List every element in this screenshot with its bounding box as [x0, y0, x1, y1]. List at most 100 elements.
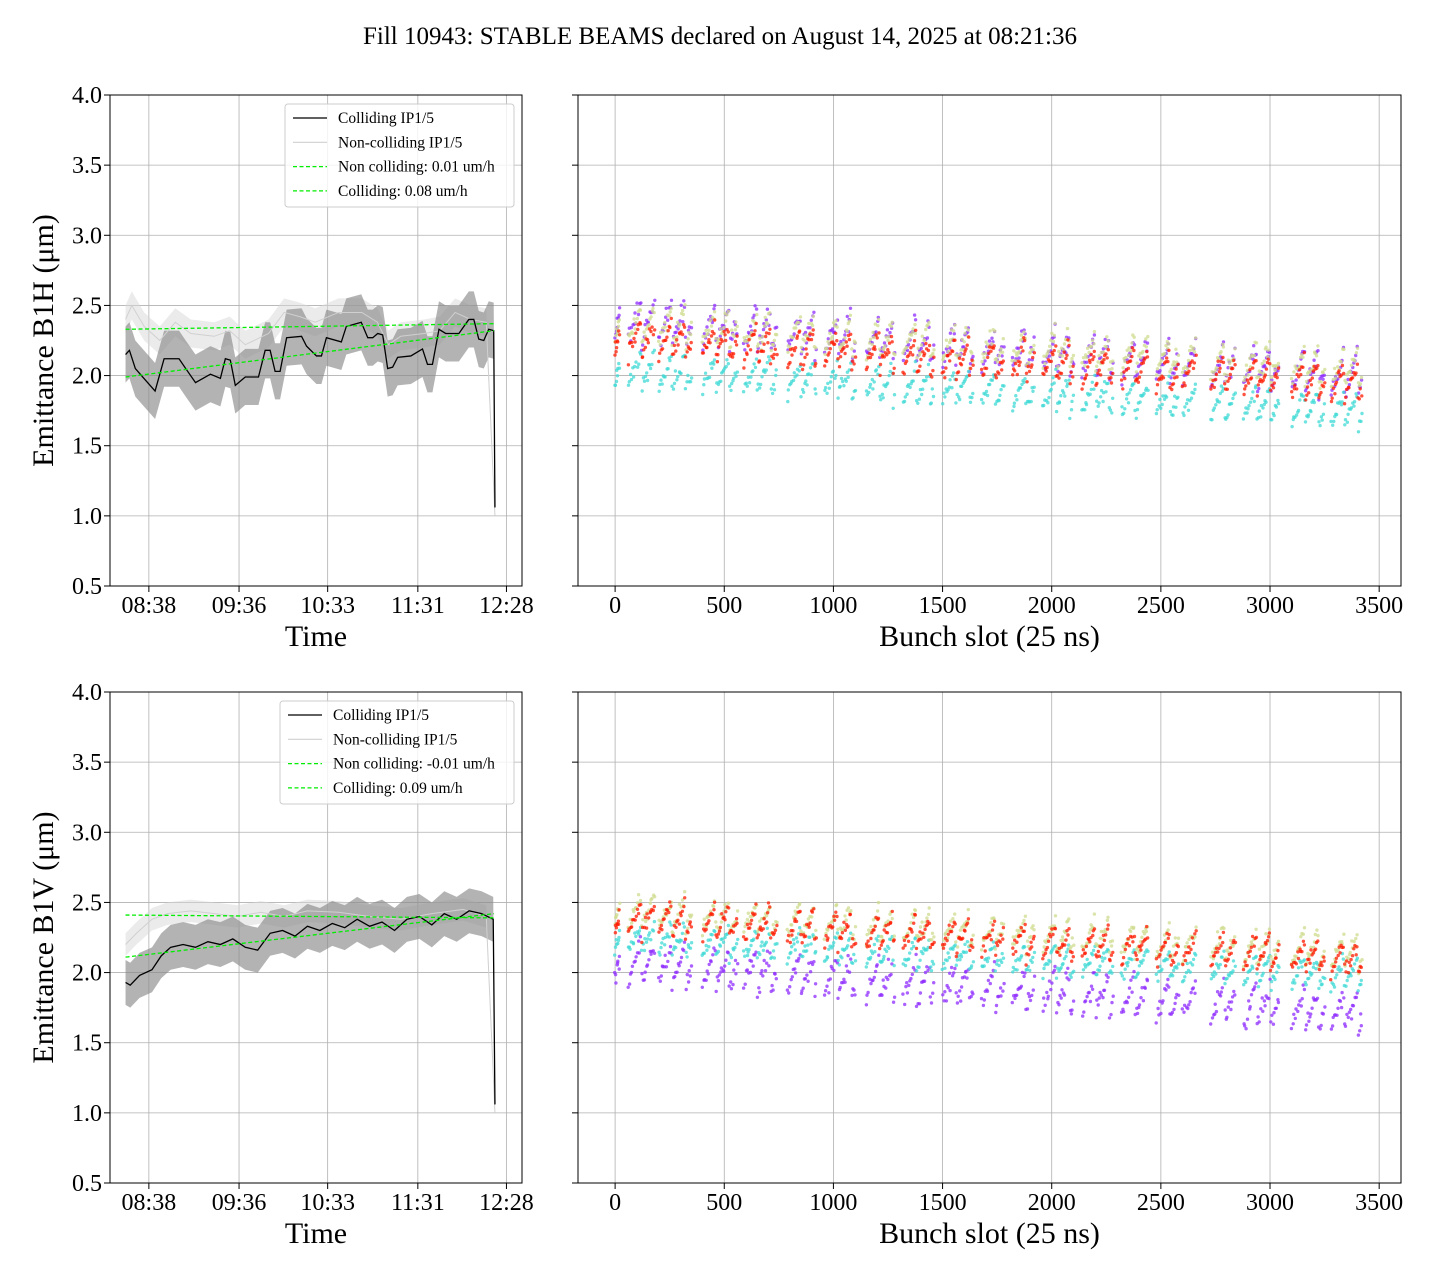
- data-point: [689, 925, 694, 929]
- data-point: [1188, 398, 1192, 403]
- data-point: [873, 322, 877, 326]
- data-point: [748, 926, 752, 930]
- data-point: [951, 371, 956, 375]
- data-point: [1276, 998, 1280, 1002]
- data-point: [669, 298, 674, 302]
- data-point: [712, 331, 716, 336]
- data-point: [633, 327, 637, 331]
- data-point: [1067, 978, 1071, 982]
- data-point: [1031, 988, 1036, 992]
- data-point: [1180, 370, 1185, 374]
- data-point: [755, 995, 760, 999]
- data-point: [1243, 960, 1247, 964]
- data-point: [1121, 1010, 1126, 1014]
- data-point: [1274, 372, 1278, 376]
- data-point: [872, 942, 877, 947]
- data-point: [1002, 384, 1006, 388]
- data-point: [761, 974, 765, 978]
- data-point: [999, 347, 1003, 351]
- data-point: [906, 934, 910, 938]
- data-point: [1183, 405, 1187, 409]
- data-point: [926, 912, 931, 917]
- series-late: [613, 896, 1364, 982]
- data-point: [827, 991, 831, 995]
- data-point: [1099, 395, 1103, 399]
- data-point: [1298, 398, 1302, 402]
- data-point: [951, 917, 955, 921]
- data-point: [1084, 402, 1089, 407]
- data-point: [798, 902, 802, 906]
- data-point: [1274, 405, 1279, 409]
- data-point: [663, 943, 667, 947]
- data-point: [1001, 989, 1005, 993]
- data-point: [884, 923, 888, 928]
- data-point: [758, 990, 762, 994]
- data-point: [1070, 950, 1074, 955]
- data-point: [675, 970, 679, 974]
- data-point: [1290, 424, 1294, 429]
- data-point: [1339, 360, 1343, 364]
- data-point: [1088, 999, 1093, 1004]
- data-point: [1142, 391, 1146, 396]
- data-point: [617, 366, 622, 370]
- data-point: [651, 333, 656, 337]
- data-point: [958, 397, 962, 402]
- data-point: [1359, 419, 1363, 424]
- y-tick-label: 2.5: [72, 293, 102, 319]
- data-point: [924, 341, 928, 346]
- data-point: [865, 993, 869, 997]
- data-point: [1271, 386, 1276, 390]
- data-point: [677, 964, 681, 968]
- data-point: [1317, 967, 1322, 972]
- data-point: [1068, 364, 1072, 369]
- data-point: [668, 944, 673, 949]
- data-point: [647, 958, 651, 962]
- data-point: [925, 916, 929, 920]
- data-point: [918, 958, 922, 962]
- data-point: [901, 351, 905, 355]
- data-point: [988, 329, 992, 333]
- data-point: [801, 387, 805, 392]
- data-point: [1016, 346, 1021, 350]
- data-point: [1342, 932, 1346, 936]
- data-point: [832, 918, 837, 922]
- data-point: [808, 332, 812, 336]
- data-point: [1270, 964, 1274, 969]
- series-late: [613, 316, 1364, 406]
- data-point: [1355, 933, 1359, 937]
- data-point: [1070, 356, 1074, 361]
- data-point: [903, 395, 907, 399]
- data-point: [990, 342, 994, 346]
- axes-frame: [109, 691, 523, 1184]
- data-point: [705, 325, 709, 329]
- data-point: [913, 359, 918, 364]
- data-point: [1086, 365, 1090, 369]
- fit-line-non-colliding: [125, 914, 495, 919]
- data-point: [1300, 965, 1304, 969]
- data-point: [803, 339, 807, 343]
- data-point: [1250, 934, 1255, 939]
- data-point: [870, 352, 874, 357]
- data-point: [867, 341, 872, 345]
- data-point: [1248, 368, 1252, 372]
- data-point: [869, 936, 873, 941]
- data-point: [827, 947, 831, 951]
- data-point: [1336, 365, 1340, 369]
- data-point: [982, 356, 986, 360]
- data-point: [764, 331, 769, 335]
- data-point: [1110, 1000, 1114, 1005]
- data-point: [982, 938, 986, 942]
- data-point: [768, 358, 772, 362]
- data-point: [1257, 375, 1261, 379]
- data-point: [720, 339, 724, 343]
- data-point: [946, 951, 950, 955]
- data-point: [634, 914, 638, 918]
- legend-label: Colliding IP1/5: [333, 707, 429, 724]
- data-point: [1130, 341, 1134, 345]
- data-point: [689, 320, 694, 324]
- data-point: [901, 946, 905, 950]
- data-point: [990, 378, 995, 382]
- data-point: [1223, 981, 1227, 986]
- data-point: [926, 968, 930, 973]
- data-point: [626, 363, 631, 367]
